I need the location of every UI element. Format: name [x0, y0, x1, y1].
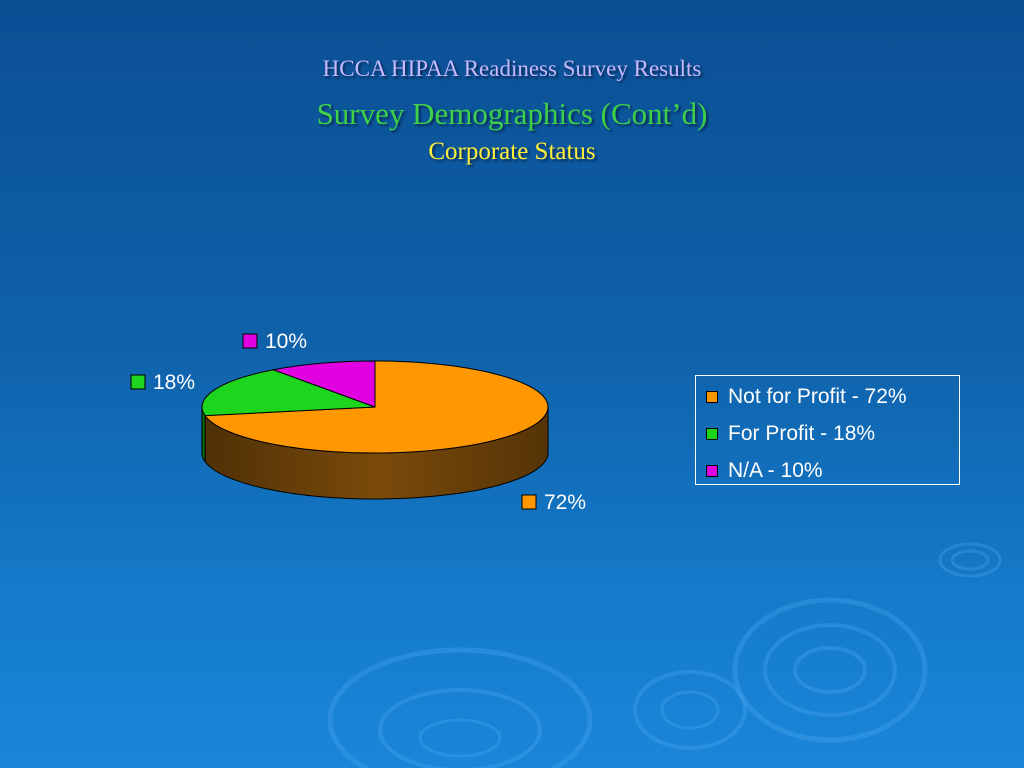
data-label-text-na: 10% [265, 330, 307, 353]
data-label-text-not-for-profit: 72% [544, 491, 586, 514]
slide-subtitle: Survey Demographics (Cont’d) [316, 96, 708, 131]
slide-section-title: Corporate Status [428, 138, 596, 165]
data-label-swatch-not-for-profit [521, 494, 537, 510]
chart-legend: Not for Profit - 72% For Profit - 18% N/… [695, 375, 960, 485]
pie-slice-for-profit [201, 369, 376, 417]
legend-label-for-profit: For Profit - 18% [728, 422, 876, 445]
data-label-na: 10% [242, 330, 307, 353]
data-label-text-for-profit: 18% [153, 371, 195, 394]
legend-swatch-not-for-profit [706, 391, 718, 403]
slide-title: HCCA HIPAA Readiness Survey Results [322, 56, 702, 81]
legend-label-not-for-profit: Not for Profit - 72% [728, 385, 907, 408]
data-label-swatch-na [242, 333, 258, 349]
pie-slice-not-for-profit [204, 360, 549, 454]
data-label-not-for-profit: 72% [521, 491, 586, 514]
pie-slice-na [271, 360, 376, 408]
legend-swatch-na [706, 465, 718, 477]
pie-side-shade-for-profit [202, 407, 206, 462]
legend-swatch-for-profit [706, 428, 718, 440]
data-label-for-profit: 18% [130, 371, 195, 394]
legend-label-na: N/A - 10% [728, 459, 823, 482]
data-label-swatch-for-profit [130, 374, 146, 390]
